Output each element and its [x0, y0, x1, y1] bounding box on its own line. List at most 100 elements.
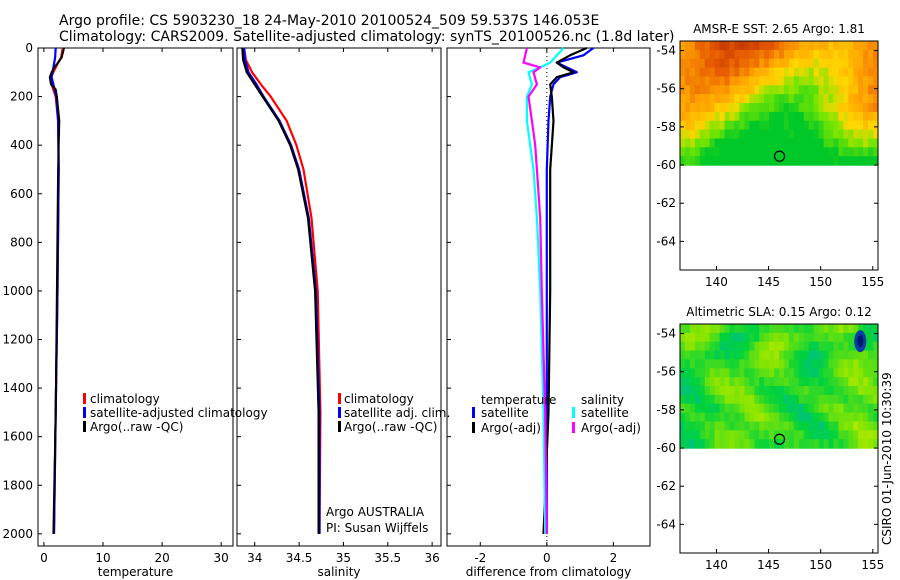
sst_map-heatmap-cell [709, 67, 716, 78]
sst_map-heatmap-cell [749, 111, 755, 122]
sst_map-heatmap-cell [823, 58, 830, 69]
sla_map-heatmap-cell [808, 359, 815, 369]
sla_map-heatmap-cell [823, 359, 830, 369]
sst_map-heatmap-cell [709, 94, 716, 104]
sst_map-heatmap-cell [853, 111, 859, 122]
sst_map-heatmap-cell [798, 129, 805, 140]
sla_map-heatmap-cell [858, 386, 864, 396]
sst_map-heatmap-cell [694, 147, 701, 157]
sla_map-heatmap-cell [793, 377, 800, 387]
sst_map-heatmap-cell [818, 103, 825, 113]
sst_map-heatmap-cell [769, 67, 775, 78]
sla_map-heatmap-cell [719, 430, 726, 440]
sla_map-heatmap-cell [709, 403, 716, 414]
sla_map-heatmap-cell [724, 377, 731, 387]
sla_map-heatmap-cell [744, 359, 750, 369]
sst_map-heatmap-cell [774, 138, 780, 148]
sst_map-heatmap-field [680, 41, 879, 166]
sst_map-heatmap-cell [774, 67, 780, 78]
sla_map-heatmap-cell [734, 403, 740, 414]
sst_map-heatmap-cell [729, 138, 735, 148]
difference-legend-swatch [572, 422, 575, 433]
sst_map-heatmap-cell [759, 85, 765, 95]
sst_map-heatmap-cell [714, 85, 721, 95]
sla_map-heatmap-cell [848, 421, 854, 431]
difference-legend-label: Argo(-adj) [481, 421, 541, 435]
sst_map-heatmap-cell [719, 147, 726, 157]
sla_map-heatmap-cell [719, 403, 726, 414]
sst_map-heatmap-cell [858, 111, 864, 122]
sst_map-heatmap-cell [833, 85, 839, 95]
sla_map-heatmap-cell [704, 359, 711, 369]
sla_map-heatmap-cell [734, 394, 740, 405]
difference-legend-title: temperature [481, 393, 556, 407]
sst_map-heatmap-cell [739, 103, 745, 113]
sst_map-heatmap-cell [873, 156, 879, 166]
sla_map-heatmap-cell [769, 377, 775, 387]
sla_map-heatmap-cell [729, 377, 735, 387]
sst_map-heatmap-cell [729, 85, 735, 95]
sla_map-heatmap-cell [704, 377, 711, 387]
sla_map-heatmap-cell [793, 394, 800, 405]
sla_map-heatmap-cell [793, 403, 800, 414]
temperature-xtick-label: 10 [95, 551, 110, 565]
sst_map-heatmap-cell [779, 41, 785, 51]
sst_map-heatmap-cell [873, 147, 879, 157]
sla_map-heatmap-cell [798, 368, 805, 378]
sst_map-heatmap-cell [793, 103, 800, 113]
sla_map-heatmap-cell [684, 430, 691, 440]
sst_map-heatmap-cell [868, 103, 874, 113]
sst_map-heatmap-cell [680, 58, 686, 69]
sst_map-heatmap-cell [724, 147, 731, 157]
sla_map-heatmap-cell [739, 386, 745, 396]
difference-legend-label: satellite [481, 406, 529, 420]
sla_map-heatmap-cell [699, 332, 706, 343]
sst_map-heatmap-cell [873, 103, 879, 113]
sst_map-heatmap-cell [873, 67, 879, 78]
sst_map-heatmap-cell [779, 94, 785, 104]
sst_map-heatmap-cell [803, 67, 810, 78]
sla_map-heatmap-cell [813, 421, 820, 431]
sla_map-heatmap-cell [699, 430, 706, 440]
sla_map-heatmap-cell [858, 394, 864, 405]
sst_map-heatmap-cell [754, 67, 760, 78]
sst_map-heatmap-cell [754, 58, 760, 69]
sla_map-heatmap-cell [769, 350, 775, 361]
sst_map-heatmap-cell [714, 147, 721, 157]
sla_map-heatmap-cell [739, 341, 745, 352]
sst_map-heatmap-cell [754, 41, 760, 51]
sst_map-heatmap-cell [873, 138, 879, 148]
sst_map-heatmap-cell [818, 85, 825, 95]
sla_map-heatmap-cell [808, 403, 815, 414]
sla_map-heatmap-cell [813, 412, 820, 423]
timestamp-stamp: CSIRO 01-Jun-2010 10:30:39 [880, 372, 894, 545]
sla_map-heatmap-cell [684, 386, 691, 396]
sla_map-heatmap-cell [818, 350, 825, 361]
sst_map-heatmap-cell [714, 129, 721, 140]
sst_map-heatmap-cell [724, 94, 731, 104]
sst_map-heatmap-cell [744, 67, 750, 78]
difference-xlabel: difference from climatology [466, 565, 632, 579]
sla_map-heatmap-cell [689, 403, 696, 414]
sst_map-heatmap-cell [739, 67, 745, 78]
sla_map-heatmap-cell [793, 439, 800, 449]
sst_map-heatmap-cell [868, 94, 874, 104]
argo-source-annotation: Argo AUSTRALIA [326, 505, 425, 519]
sst_map-heatmap-cell [719, 85, 726, 95]
sst_map-heatmap-cell [843, 85, 849, 95]
sst_map-axes-frame [679, 40, 879, 271]
sla_map-heatmap-cell [779, 350, 785, 361]
sst_map-heatmap-cell [813, 147, 820, 157]
sla_map-heatmap-cell [813, 332, 820, 343]
sla_map-heatmap-cell [699, 368, 706, 378]
sst_map-heatmap-cell [833, 111, 839, 122]
sla_map-heatmap-cell [709, 394, 716, 405]
sla_map-heatmap-cell [843, 421, 849, 431]
sst_map-heatmap-cell [863, 41, 869, 51]
sst_map-heatmap-cell [680, 138, 686, 148]
salinity-legend-swatch [338, 421, 341, 432]
sst_map-heatmap-cell [704, 138, 711, 148]
sla_map-heatmap-cell [783, 412, 790, 423]
sst_map-heatmap-cell [868, 49, 874, 60]
sst_map-heatmap-cell [684, 111, 691, 122]
